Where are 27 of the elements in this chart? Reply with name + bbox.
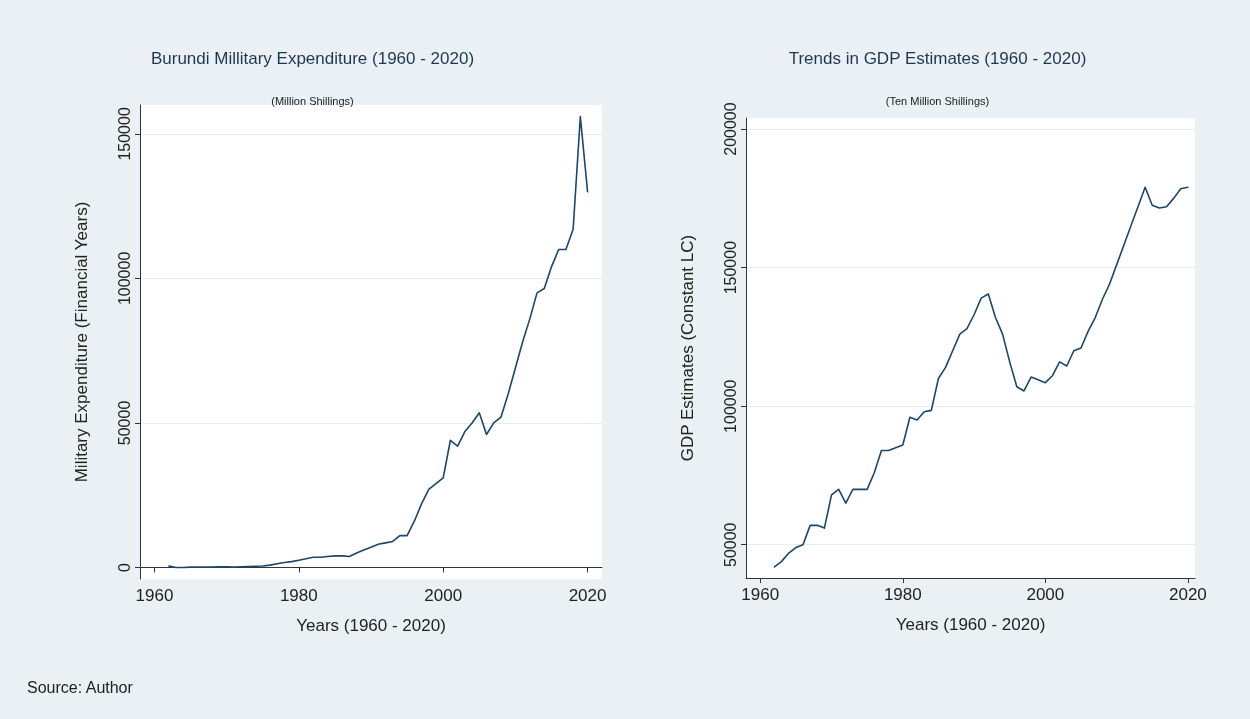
x-tick-label: 1960 xyxy=(135,586,174,605)
y-tick-label: 50000 xyxy=(721,522,739,567)
x-tick-label: 1960 xyxy=(741,585,780,604)
chart-subtitle: (Million Shillings) xyxy=(271,94,354,107)
x-tick-label: 1980 xyxy=(883,585,922,604)
y-tick-label: 100000 xyxy=(115,251,133,306)
y-tick-label: 200000 xyxy=(721,102,739,156)
source-note: Source: Author xyxy=(27,678,134,696)
x-tick-label: 2000 xyxy=(424,586,463,605)
line-series xyxy=(773,186,1189,568)
x-tick-label: 1980 xyxy=(279,586,318,605)
chart-subtitle: (Ten Million Shillings) xyxy=(885,94,990,107)
chart-title: Burundi Millitary Expenditure (1960 - 2020) xyxy=(150,49,475,68)
y-axis-title: Military Expenditure (Financial Years) xyxy=(72,201,91,483)
x-tick-label: 2000 xyxy=(1026,585,1065,604)
y-tick-label: 0 xyxy=(115,562,133,572)
x-tick-label: 2020 xyxy=(568,586,607,605)
x-axis-title: Years (1960 - 2020) xyxy=(895,615,1046,634)
chart-title: Trends in GDP Estimates (1960 - 2020) xyxy=(788,49,1087,68)
y-tick-label: 150000 xyxy=(721,240,739,295)
y-tick-label: 100000 xyxy=(721,379,739,433)
y-axis-title: GDP Estimates (Constant LC) xyxy=(678,234,697,462)
line-series xyxy=(168,115,589,569)
x-axis-title: Years (1960 - 2020) xyxy=(296,616,446,635)
y-tick-label: 150000 xyxy=(115,107,133,161)
y-tick-label: 50000 xyxy=(115,400,133,446)
x-tick-label: 2020 xyxy=(1168,585,1207,604)
